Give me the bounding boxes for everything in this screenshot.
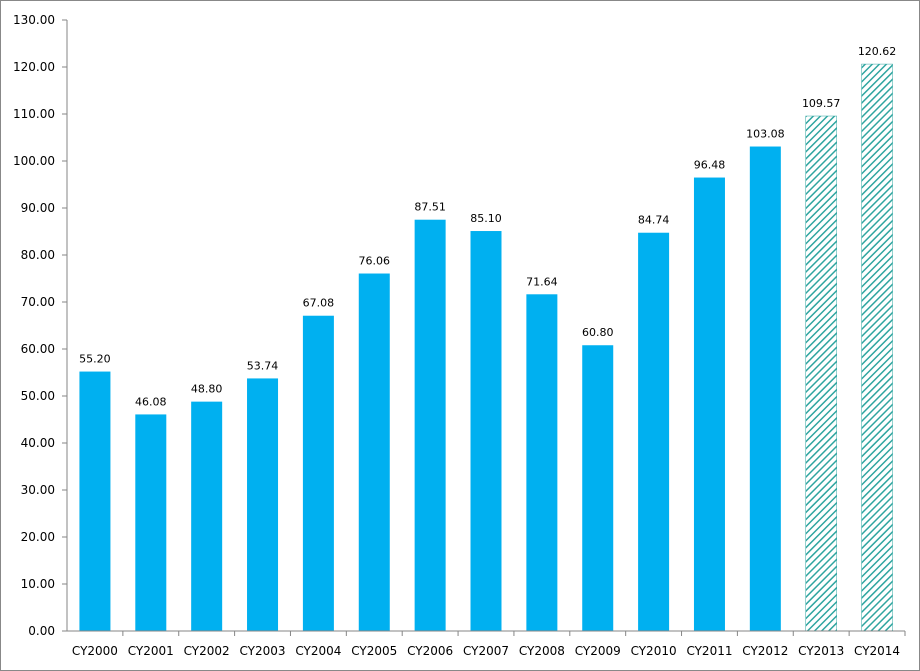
bar xyxy=(358,273,390,631)
y-tick-label: 130.00 xyxy=(13,13,55,27)
data-label: 46.08 xyxy=(135,395,167,408)
y-tick-label: 30.00 xyxy=(21,483,55,497)
x-tick-label: CY2010 xyxy=(631,644,677,658)
data-label: 87.51 xyxy=(414,201,446,214)
bar-estimated xyxy=(861,63,893,632)
x-tick-label: CY2005 xyxy=(351,644,397,658)
x-tick-label: CY2006 xyxy=(407,644,453,658)
x-tick-label: CY2008 xyxy=(519,644,565,658)
bar xyxy=(749,146,781,632)
y-tick-label: 120.00 xyxy=(13,60,55,74)
x-tick-label: CY2012 xyxy=(742,644,788,658)
bar xyxy=(135,414,167,631)
bars: 55.20 46.08 48.80 53.74 67.08 76.06 87.51 85.10… xyxy=(79,45,897,632)
bar xyxy=(470,231,502,631)
bar-estimated xyxy=(805,115,837,632)
y-tick-label: 40.00 xyxy=(21,436,55,450)
data-label: 71.64 xyxy=(526,275,558,288)
x-axis: CY2000 CY2001 CY2002 CY2003 CY2004 CY2005 CY20… xyxy=(67,630,906,658)
x-tick-label: CY2014 xyxy=(854,644,900,658)
y-tick-label: 0.00 xyxy=(28,624,55,638)
bar xyxy=(526,294,558,631)
data-label: 109.57 xyxy=(802,97,841,110)
y-axis: 0.00 10.00 20.00 30.00 40.00 50.00 60.00 70.00 8… xyxy=(13,13,68,638)
data-label: 60.80 xyxy=(582,326,614,339)
data-label: 53.74 xyxy=(247,359,279,372)
y-tick-label: 60.00 xyxy=(21,342,55,356)
bar xyxy=(582,345,614,631)
y-tick-label: 50.00 xyxy=(21,389,55,403)
y-tick-label: 20.00 xyxy=(21,530,55,544)
data-label: 76.06 xyxy=(359,255,391,268)
x-tick-label: CY2003 xyxy=(240,644,286,658)
y-tick-label: 100.00 xyxy=(13,154,55,168)
y-tick-label: 110.00 xyxy=(13,107,55,121)
data-label: 103.08 xyxy=(746,128,785,141)
data-label: 96.48 xyxy=(694,159,726,172)
bar xyxy=(638,232,670,632)
data-label: 85.10 xyxy=(470,212,502,225)
bar xyxy=(247,378,279,631)
y-tick-label: 90.00 xyxy=(21,201,55,215)
x-tick-label: CY2007 xyxy=(463,644,509,658)
x-tick-label: CY2001 xyxy=(128,644,174,658)
bar xyxy=(79,371,111,631)
data-label: 67.08 xyxy=(303,297,335,310)
x-tick-label: CY2000 xyxy=(72,644,118,658)
data-label: 48.80 xyxy=(191,383,223,396)
data-label: 120.62 xyxy=(858,45,897,58)
x-tick-label: CY2009 xyxy=(575,644,621,658)
y-tick-label: 80.00 xyxy=(21,248,55,262)
bar xyxy=(302,315,334,631)
x-tick-label: CY2002 xyxy=(184,644,230,658)
y-tick-label: 10.00 xyxy=(21,577,55,591)
x-tick-label: CY2004 xyxy=(295,644,341,658)
x-tick-label: CY2013 xyxy=(798,644,844,658)
bar xyxy=(191,401,223,631)
data-label: 84.74 xyxy=(638,214,670,227)
x-tick-label: CY2011 xyxy=(686,644,732,658)
bar xyxy=(414,219,446,631)
data-label: 55.20 xyxy=(79,353,111,366)
bar xyxy=(693,177,725,631)
y-tick-label: 70.00 xyxy=(21,295,55,309)
